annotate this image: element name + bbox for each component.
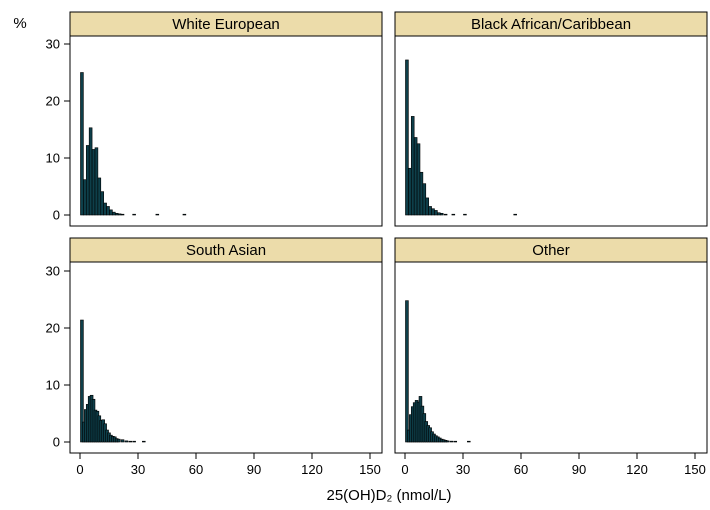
panel-white-european: White European 0 10 20 30 (46, 11, 383, 227)
histogram-bar (106, 206, 110, 216)
y-axis-title: % (13, 15, 26, 32)
x-tick-label: 60 (514, 462, 528, 477)
x-tick-label: 90 (572, 462, 586, 477)
bars (405, 59, 517, 216)
y-tick-label: 10 (46, 151, 60, 166)
histogram-bar (114, 212, 119, 216)
y-tick-label: 10 (46, 378, 60, 393)
bars (405, 300, 471, 443)
y-tick-label: 0 (53, 208, 60, 223)
y-tick-label: 30 (46, 264, 60, 279)
y-axis: 0 10 20 30 (46, 37, 70, 223)
strip-background (69, 11, 383, 37)
histogram-bar (116, 438, 121, 443)
x-tick-label: 120 (301, 462, 323, 477)
histogram-bar (120, 439, 125, 443)
plot-frame (394, 35, 708, 227)
panel-title: Black African/Caribbean (471, 16, 631, 33)
y-tick-label: 30 (46, 37, 60, 52)
histogram-bar (422, 183, 427, 216)
histogram-bar (80, 319, 84, 443)
histogram-bar (445, 440, 450, 443)
histogram-bar (513, 213, 517, 216)
histogram-bar (91, 149, 96, 216)
bars (80, 319, 146, 443)
histogram-bar (83, 179, 87, 216)
histogram-bar (413, 137, 418, 216)
plot-frame (69, 261, 383, 454)
histogram-bar (437, 212, 441, 216)
histogram-bar (416, 143, 421, 216)
histogram-bar (431, 208, 435, 216)
x-axis: 0 30 60 90 120 150 (401, 453, 706, 477)
plot-frame (69, 35, 383, 227)
panel-black-african-caribbean: Black African/Caribbean (394, 11, 708, 227)
histogram-bar (109, 209, 113, 216)
plot-frame (394, 261, 708, 454)
panel-other: Other 0 30 60 90 120 150 (394, 237, 708, 477)
histogram-bar (124, 440, 129, 443)
histogram-bar (410, 116, 415, 216)
histogram-bar (405, 59, 409, 216)
histogram-bar (120, 213, 125, 216)
x-tick-label: 90 (247, 462, 261, 477)
x-tick-label: 150 (684, 462, 706, 477)
histogram-bar (132, 213, 136, 216)
histogram-bar (103, 202, 107, 216)
bars (80, 72, 187, 216)
histogram-bar (142, 440, 146, 443)
histogram-bar (419, 171, 424, 216)
histogram-bar (117, 213, 122, 216)
histogram-bar (408, 167, 412, 216)
x-tick-label: 150 (359, 462, 381, 477)
y-tick-label: 20 (46, 321, 60, 336)
histogram-bar (434, 210, 438, 216)
histogram-bar (94, 147, 99, 216)
histogram-bar (80, 72, 84, 216)
histogram-bar (112, 211, 116, 216)
histogram-bar (453, 440, 458, 443)
histogram-bar (428, 206, 432, 216)
panel-title: South Asian (186, 242, 266, 259)
histogram-bar (100, 191, 104, 216)
histogram-bar (97, 177, 102, 216)
histogram-bar (463, 213, 467, 216)
x-tick-label: 120 (626, 462, 648, 477)
x-tick-label: 30 (456, 462, 470, 477)
histogram-bar (439, 212, 444, 216)
histogram-bar (451, 213, 456, 216)
histogram-bar (88, 127, 93, 216)
y-tick-label: 0 (53, 435, 60, 450)
histogram-bar (85, 145, 90, 216)
panel-title: Other (532, 242, 570, 259)
x-axis: 0 30 60 90 120 150 (76, 453, 381, 477)
strip-background (394, 237, 708, 263)
histogram-bar (425, 197, 429, 216)
panel-south-asian: South Asian 0 10 20 30 0 30 60 90 120 150 (46, 237, 383, 477)
histogram-bar (467, 440, 471, 443)
y-tick-label: 20 (46, 94, 60, 109)
strip-background (394, 11, 708, 37)
histogram-bar (128, 440, 133, 443)
histogram-bar (182, 213, 187, 216)
histogram-bar (449, 440, 454, 443)
x-axis-title: 25(OH)D₂ (nmol/L) (326, 487, 451, 504)
x-tick-label: 0 (76, 462, 83, 477)
strip-background (69, 237, 383, 263)
y-axis: 0 10 20 30 (46, 264, 70, 450)
histogram-bar (405, 300, 409, 443)
x-tick-label: 0 (401, 462, 408, 477)
histogram-bar (443, 213, 448, 216)
panel-title: White European (172, 16, 280, 33)
x-tick-label: 60 (189, 462, 203, 477)
histogram-bar (155, 213, 160, 216)
histogram-bar (132, 440, 136, 443)
x-tick-label: 30 (131, 462, 145, 477)
